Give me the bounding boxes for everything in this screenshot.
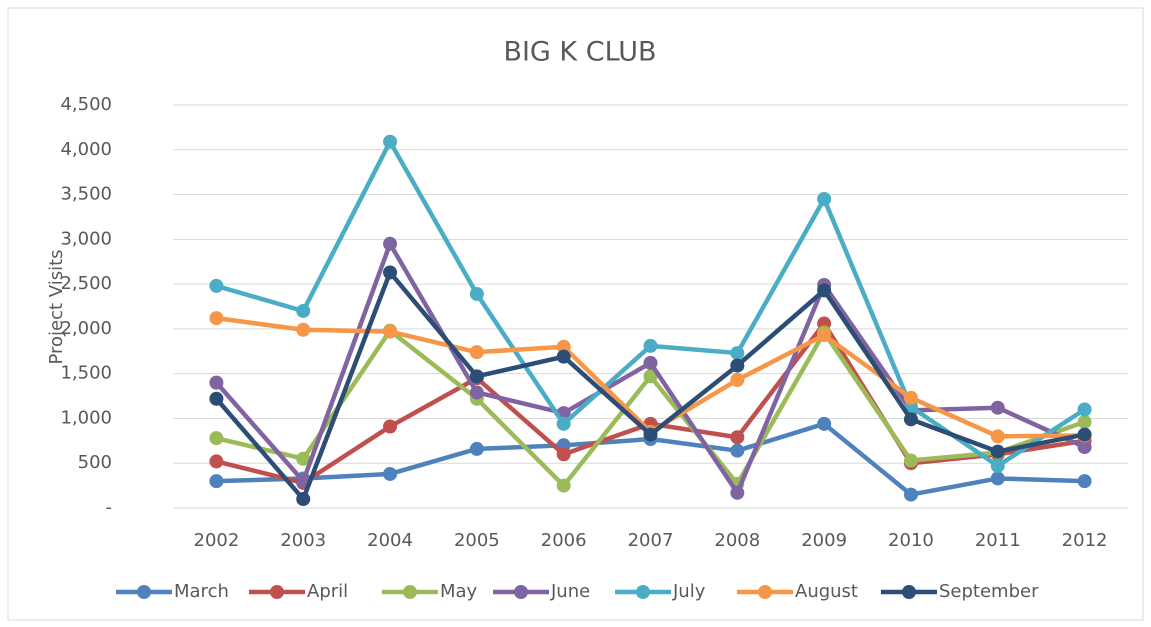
point (383, 466, 398, 481)
point (730, 430, 745, 445)
point (383, 265, 398, 280)
point (209, 278, 224, 293)
point (903, 390, 918, 405)
point (556, 339, 571, 354)
legend-label: September (939, 581, 1039, 602)
point (643, 369, 658, 384)
point (209, 311, 224, 326)
y-tick-label: 500 (78, 452, 112, 473)
y-axis-label: Project Visits (46, 249, 67, 364)
point (383, 236, 398, 251)
legend-label: July (672, 581, 706, 602)
point (990, 400, 1005, 415)
point (469, 441, 484, 456)
legend-marker (137, 585, 151, 599)
legend-label: April (307, 581, 348, 602)
x-tick-label: 2006 (541, 530, 587, 551)
x-tick-label: 2009 (801, 530, 847, 551)
legend-marker (758, 585, 772, 599)
point (1077, 440, 1092, 455)
legend-marker (270, 585, 284, 599)
x-tick-label: 2005 (454, 530, 500, 551)
point (469, 345, 484, 360)
legend-label: August (795, 581, 858, 602)
point (730, 372, 745, 387)
point (903, 453, 918, 468)
y-tick-label: 4,000 (60, 139, 112, 160)
y-tick-label: 4,500 (60, 94, 112, 115)
point (296, 451, 311, 466)
chart-title: BIG K CLUB (503, 37, 656, 68)
point (209, 474, 224, 489)
point (817, 416, 832, 431)
point (209, 454, 224, 469)
legend-marker (514, 585, 528, 599)
point (990, 429, 1005, 444)
y-tick-label: 1,000 (60, 407, 112, 428)
legend-marker (636, 585, 650, 599)
point (730, 485, 745, 500)
point (730, 358, 745, 373)
point (469, 385, 484, 400)
point (903, 487, 918, 502)
x-tick-label: 2004 (367, 530, 413, 551)
x-tick-label: 2012 (1062, 530, 1108, 551)
point (643, 427, 658, 442)
point (643, 338, 658, 353)
point (817, 283, 832, 298)
point (469, 369, 484, 384)
x-tick-label: 2002 (194, 530, 240, 551)
x-tick-label: 2003 (280, 530, 326, 551)
point (990, 444, 1005, 459)
point (1077, 474, 1092, 489)
legend-marker (902, 585, 916, 599)
point (296, 303, 311, 318)
point (296, 492, 311, 507)
legend-label: March (174, 581, 229, 602)
legend-label: May (440, 581, 478, 602)
x-tick-label: 2007 (628, 530, 674, 551)
point (383, 419, 398, 434)
point (990, 458, 1005, 473)
x-tick-label: 2008 (714, 530, 760, 551)
y-tick-label: 1,500 (60, 363, 112, 384)
point (643, 355, 658, 370)
point (1077, 415, 1092, 430)
x-tick-label: 2010 (888, 530, 934, 551)
point (990, 471, 1005, 486)
point (296, 322, 311, 337)
point (556, 447, 571, 462)
y-tick-label: 2,500 (60, 273, 112, 294)
point (817, 192, 832, 207)
point (556, 416, 571, 431)
point (730, 346, 745, 361)
point (383, 134, 398, 149)
point (469, 286, 484, 301)
x-tick-label: 2011 (975, 530, 1021, 551)
chart-border (7, 7, 1144, 621)
point (1077, 402, 1092, 417)
y-tick-label: - (106, 497, 113, 518)
point (556, 478, 571, 493)
point (383, 324, 398, 339)
point (209, 391, 224, 406)
point (209, 375, 224, 390)
y-tick-label: 3,500 (60, 184, 112, 205)
y-tick-label: 3,000 (60, 228, 112, 249)
point (730, 443, 745, 458)
point (1077, 427, 1092, 442)
point (817, 328, 832, 343)
y-tick-label: 2,000 (60, 318, 112, 339)
legend-marker (403, 585, 417, 599)
point (209, 431, 224, 446)
legend-label: June (550, 581, 590, 602)
point (556, 349, 571, 364)
point (903, 412, 918, 427)
